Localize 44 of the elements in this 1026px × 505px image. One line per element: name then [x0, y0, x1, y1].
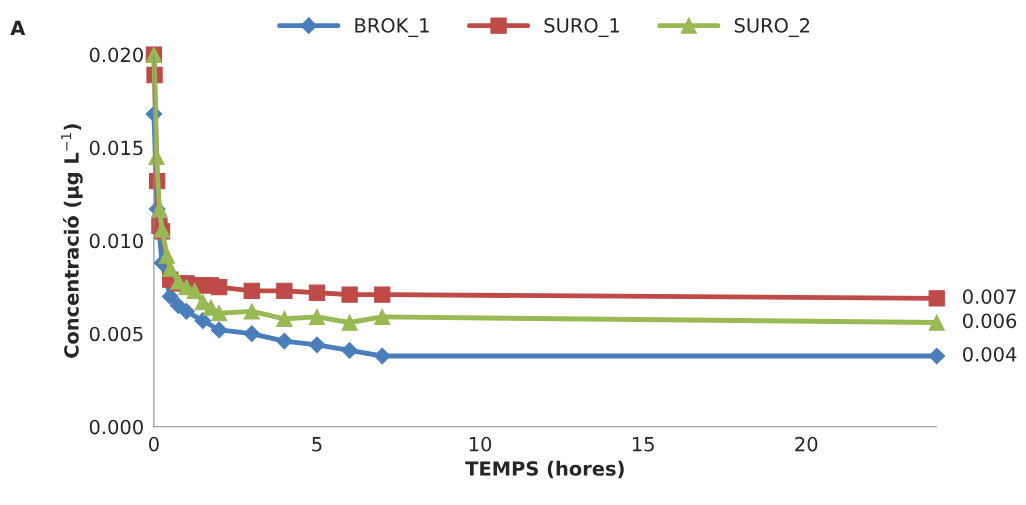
- legend-label: BROK_1: [355, 18, 429, 38]
- point: [210, 321, 228, 339]
- point: [928, 314, 945, 331]
- point: [308, 336, 326, 354]
- x-axis-title: TEMPS (hores): [465, 460, 624, 479]
- point: [341, 342, 358, 359]
- point: [243, 282, 260, 300]
- chart-title: A: [10, 20, 26, 35]
- point: [276, 310, 293, 327]
- x-tick-label: 10: [469, 436, 492, 452]
- point: [374, 286, 391, 303]
- legend-label: SURO_1: [544, 18, 619, 38]
- point: [928, 347, 946, 365]
- y-tick-label: 0.000: [89, 419, 143, 435]
- point: [194, 312, 212, 330]
- point: [308, 284, 326, 301]
- point: [374, 308, 391, 326]
- data-label: 0.006: [963, 313, 1017, 329]
- data-label: 0.004: [963, 346, 1017, 362]
- x-tick-label: 15: [632, 437, 654, 452]
- y-tick-label: 0.010: [89, 233, 143, 249]
- y-tick-label: 0.015: [89, 140, 143, 156]
- point: [373, 347, 391, 365]
- point: [276, 332, 293, 350]
- legend-label: SURO_2: [734, 18, 810, 38]
- data-label: 0.007: [963, 289, 1016, 304]
- point: [210, 279, 228, 296]
- x-tick-label: 20: [795, 436, 818, 452]
- y-tick-label: 0.020: [89, 47, 143, 63]
- point: [341, 286, 358, 303]
- point: [243, 303, 260, 320]
- point: [341, 314, 358, 331]
- point: [308, 308, 326, 326]
- point: [210, 305, 228, 322]
- x-tick-label: 5: [312, 437, 322, 452]
- point: [276, 282, 293, 300]
- point: [178, 302, 195, 320]
- y-tick-label: 0.005: [89, 326, 143, 342]
- point: [243, 325, 261, 343]
- point: [158, 247, 176, 264]
- point: [186, 282, 203, 300]
- y-axis-title: Concentració (µg L$^{−1}$): [61, 124, 83, 358]
- point: [928, 290, 945, 307]
- x-tick-label: 0: [149, 436, 159, 452]
